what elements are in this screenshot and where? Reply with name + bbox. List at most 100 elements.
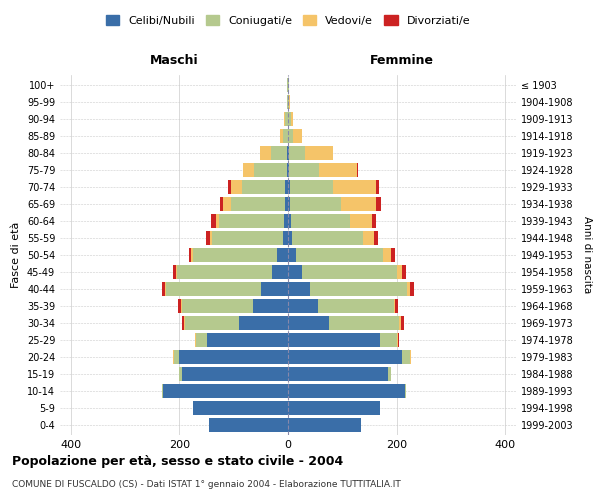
Bar (288, 299, 318, 313)
Bar (244, 163, 254, 177)
Bar (179, 350, 288, 364)
Text: Femmine: Femmine (370, 54, 434, 68)
Text: Popolazione per età, sesso e stato civile - 2004: Popolazione per età, sesso e stato civil… (12, 455, 343, 468)
Bar (288, 333, 380, 347)
Bar (290, 180, 333, 194)
Bar (288, 197, 290, 211)
Bar (397, 333, 398, 347)
Bar (376, 180, 379, 194)
Bar (288, 418, 361, 432)
Bar (177, 265, 272, 279)
Bar (410, 282, 415, 296)
Bar (193, 401, 288, 415)
Bar (253, 299, 288, 313)
Bar (318, 299, 394, 313)
Bar (288, 112, 291, 126)
Bar (209, 418, 288, 432)
Bar (223, 197, 231, 211)
Bar (305, 146, 332, 160)
Bar (341, 197, 376, 211)
Bar (395, 299, 398, 313)
Bar (228, 180, 231, 194)
Bar (296, 248, 383, 262)
Bar (293, 129, 302, 143)
Bar (399, 316, 401, 330)
Bar (310, 282, 407, 296)
Bar (374, 231, 378, 245)
Bar (391, 248, 395, 262)
Bar (271, 146, 287, 160)
Bar (184, 316, 185, 330)
Bar (277, 248, 288, 262)
Bar (288, 95, 289, 109)
Bar (302, 265, 397, 279)
Bar (178, 299, 181, 313)
Bar (182, 367, 288, 381)
Bar (319, 163, 357, 177)
Bar (288, 214, 291, 228)
Bar (173, 265, 176, 279)
Bar (397, 265, 402, 279)
Bar (231, 180, 242, 194)
Bar (288, 316, 329, 330)
Bar (372, 214, 376, 228)
Bar (291, 112, 293, 126)
Bar (211, 214, 216, 228)
Bar (407, 282, 410, 296)
Bar (376, 197, 381, 211)
Bar (401, 316, 404, 330)
Bar (216, 214, 218, 228)
Bar (194, 333, 196, 347)
Bar (196, 333, 206, 347)
Bar (398, 333, 399, 347)
Bar (288, 282, 310, 296)
Bar (288, 401, 380, 415)
Bar (284, 214, 288, 228)
Bar (176, 265, 177, 279)
Bar (283, 129, 288, 143)
Bar (288, 231, 292, 245)
Bar (162, 282, 165, 296)
Bar (402, 265, 406, 279)
Bar (166, 282, 261, 296)
Bar (380, 333, 397, 347)
Bar (288, 350, 402, 364)
Bar (260, 146, 271, 160)
Bar (188, 248, 191, 262)
Bar (289, 163, 319, 177)
Bar (285, 112, 288, 126)
Bar (174, 350, 179, 364)
Bar (211, 231, 212, 245)
Bar (287, 163, 288, 177)
Bar (283, 231, 288, 245)
Bar (288, 129, 293, 143)
Bar (285, 197, 288, 211)
Bar (287, 95, 288, 109)
Bar (182, 299, 253, 313)
Bar (357, 163, 358, 177)
Bar (206, 333, 288, 347)
Bar (162, 384, 163, 398)
Bar (288, 265, 302, 279)
Bar (290, 197, 341, 211)
Bar (394, 299, 395, 313)
Bar (288, 180, 290, 194)
Y-axis label: Fasce di età: Fasce di età (11, 222, 21, 288)
Bar (350, 214, 372, 228)
Bar (220, 197, 223, 211)
Bar (288, 367, 388, 381)
Bar (280, 129, 283, 143)
Bar (272, 265, 288, 279)
Bar (284, 112, 285, 126)
Bar (165, 282, 166, 296)
Bar (191, 248, 193, 262)
Bar (383, 248, 391, 262)
Bar (193, 248, 277, 262)
Bar (329, 316, 399, 330)
Bar (185, 316, 239, 330)
Bar (287, 146, 288, 160)
Text: COMUNE DI FUSCALDO (CS) - Dati ISTAT 1° gennaio 2004 - Elaborazione TUTTITALIA.I: COMUNE DI FUSCALDO (CS) - Dati ISTAT 1° … (12, 480, 401, 489)
Bar (289, 95, 290, 109)
Bar (288, 163, 289, 177)
Bar (363, 231, 374, 245)
